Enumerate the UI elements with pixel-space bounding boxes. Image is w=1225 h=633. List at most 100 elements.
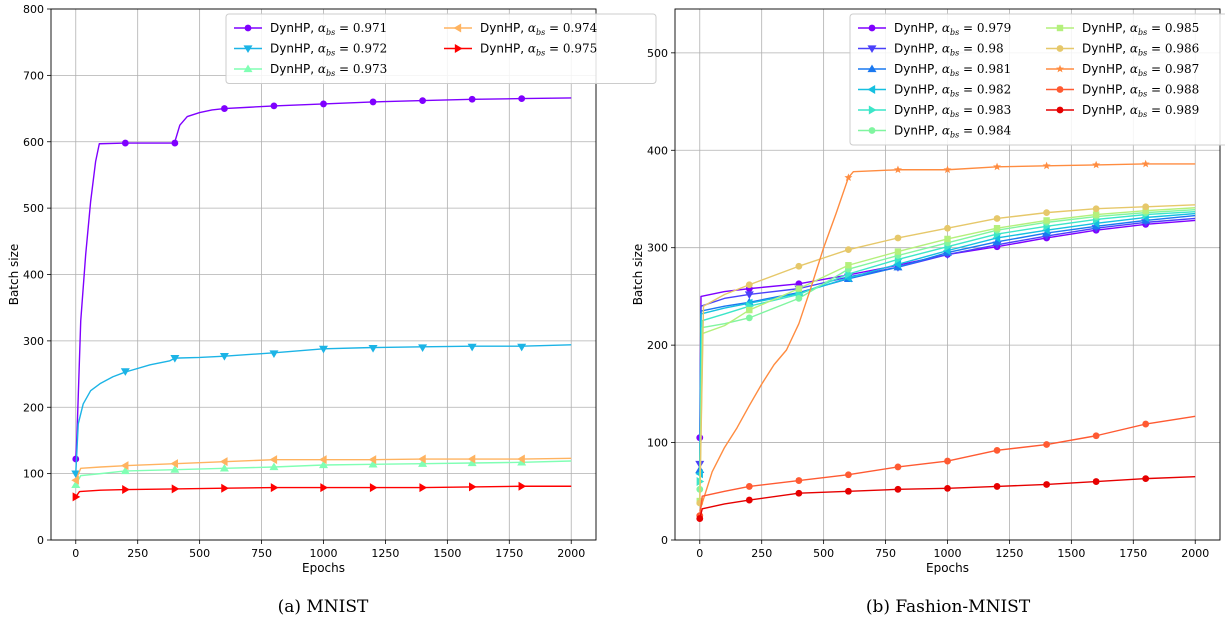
data-point <box>993 483 1001 490</box>
data-point <box>795 489 803 497</box>
data-point <box>170 465 180 473</box>
legend: DynHP, αbs = 0.971 DynHP, αbs = 0.972 DynH… <box>225 13 657 84</box>
data-point <box>1043 217 1050 224</box>
x-tick-label: 750 <box>251 547 272 560</box>
legend-item: DynHP, αbs = 0.975 <box>444 42 597 58</box>
data-point <box>1141 159 1150 168</box>
data-point <box>893 259 902 269</box>
data-point <box>1092 160 1101 169</box>
data-point <box>744 291 754 299</box>
data-point <box>517 343 527 352</box>
data-point <box>795 262 803 270</box>
legend-label: DynHP, αbs = 0.983 <box>894 103 1011 119</box>
data-point <box>894 485 902 493</box>
data-point <box>120 461 129 471</box>
data-point <box>944 484 951 492</box>
series-4 <box>71 454 572 485</box>
legend-item: DynHP, αbs = 0.987 <box>1046 62 1199 78</box>
data-point <box>270 483 279 493</box>
data-point <box>467 458 477 467</box>
data-point <box>745 314 753 322</box>
series-8 <box>696 203 1196 507</box>
x-tick-label: 1500 <box>1057 547 1085 560</box>
y-tick-label: 0 <box>661 534 668 547</box>
data-point <box>467 454 476 464</box>
series-line <box>75 97 572 460</box>
legend: DynHP, αbs = 0.979 DynHP, αbs = 0.98 DynHP… <box>849 13 1225 146</box>
data-point <box>121 139 129 147</box>
x-tick-label: 2000 <box>557 547 585 560</box>
data-point <box>894 463 902 471</box>
y-tick-label: 300 <box>23 335 44 348</box>
data-point <box>72 492 81 502</box>
x-tick-label: 1000 <box>310 547 338 560</box>
legend-marker <box>868 105 877 115</box>
series-10 <box>696 415 1196 520</box>
data-point <box>943 165 952 174</box>
legend-box <box>849 13 1225 146</box>
legend-marker <box>1056 106 1064 114</box>
data-point <box>795 294 803 302</box>
data-point <box>170 459 179 469</box>
data-point <box>368 459 378 468</box>
legend-box <box>225 13 657 84</box>
data-point <box>1042 161 1051 170</box>
series-3 <box>71 457 572 489</box>
data-point <box>71 475 79 485</box>
data-point <box>171 139 179 147</box>
data-point <box>369 483 378 493</box>
legend-label: DynHP, αbs = 0.981 <box>894 62 1011 78</box>
legend-label: DynHP, αbs = 0.985 <box>1082 21 1199 37</box>
x-tick-label: 250 <box>751 547 772 560</box>
x-tick-label: 750 <box>875 547 896 560</box>
data-point <box>418 454 426 464</box>
data-point <box>269 462 279 471</box>
data-point <box>219 352 229 361</box>
legend-label: DynHP, αbs = 0.98 <box>894 42 1004 58</box>
legend-label: DynHP, αbs = 0.988 <box>1082 83 1199 99</box>
series-1 <box>72 95 572 463</box>
data-point <box>894 234 902 242</box>
x-tick-label: 1500 <box>433 547 461 560</box>
data-point <box>467 343 477 352</box>
x-tick-label: 500 <box>813 547 834 560</box>
y-tick-label: 200 <box>647 339 668 352</box>
data-point <box>992 237 1002 246</box>
data-point <box>795 285 803 292</box>
data-point <box>894 248 902 255</box>
data-point <box>1092 205 1100 213</box>
data-point <box>1092 478 1100 485</box>
data-point <box>1043 209 1050 217</box>
x-axis-label: Epochs <box>302 561 345 575</box>
legend-item: DynHP, αbs = 0.973 <box>234 62 387 78</box>
legend-item: DynHP, αbs = 0.989 <box>1046 103 1199 119</box>
data-point <box>319 345 328 354</box>
x-tick-label: 1750 <box>1119 547 1147 560</box>
legend-marker <box>1056 24 1064 32</box>
data-point <box>120 466 130 475</box>
x-tick-label: 0 <box>72 547 79 560</box>
chart-mnist: 0 250 500 750 1000 1250 1500 1750 2000 0 100 200 300… <box>7 3 657 617</box>
data-point <box>269 455 278 465</box>
y-tick-label: 400 <box>647 144 668 157</box>
data-point <box>517 454 525 464</box>
legend-item: DynHP, αbs = 0.979 <box>858 21 1011 37</box>
data-point <box>1043 441 1050 448</box>
y-tick-label: 500 <box>23 202 44 215</box>
data-point <box>270 102 278 110</box>
data-point <box>1092 432 1100 440</box>
data-point <box>269 350 279 358</box>
y-tick-label: 100 <box>23 468 44 481</box>
legend-item: DynHP, αbs = 0.974 <box>444 21 598 37</box>
series-5 <box>72 481 572 502</box>
legend-item: DynHP, αbs = 0.984 <box>858 124 1012 140</box>
data-point <box>746 306 753 314</box>
data-point <box>468 95 476 103</box>
legend-item: DynHP, αbs = 0.986 <box>1046 42 1199 58</box>
data-point <box>993 225 1001 232</box>
legend-item: DynHP, αbs = 0.985 <box>1046 21 1199 37</box>
series-7 <box>696 207 1196 505</box>
legend-marker <box>867 64 877 73</box>
y-tick-label: 0 <box>37 534 44 547</box>
